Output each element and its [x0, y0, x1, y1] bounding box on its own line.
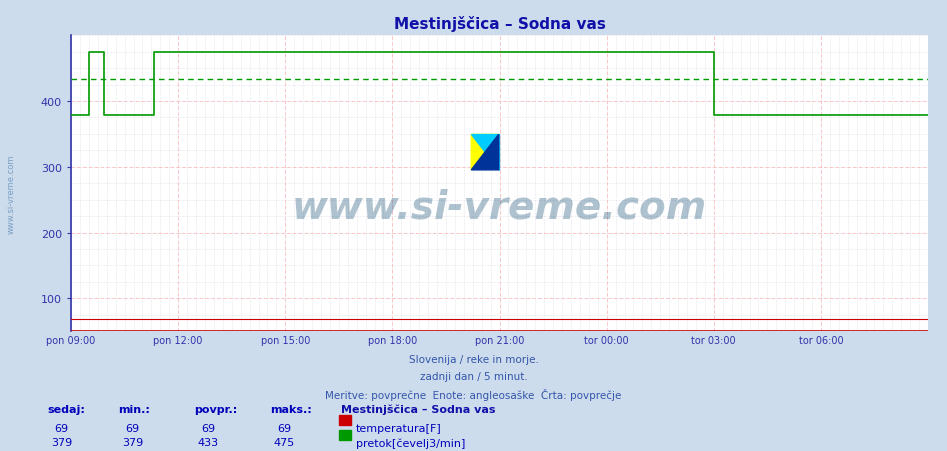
Text: Meritve: povprečne  Enote: angleosaške  Črta: povprečje: Meritve: povprečne Enote: angleosaške Čr… — [326, 388, 621, 400]
Text: Mestinjščica – Sodna vas: Mestinjščica – Sodna vas — [341, 404, 495, 414]
Text: zadnji dan / 5 minut.: zadnji dan / 5 minut. — [420, 371, 527, 381]
Text: maks.:: maks.: — [270, 404, 312, 414]
Text: 69: 69 — [126, 423, 139, 433]
Title: Mestinjščica – Sodna vas: Mestinjščica – Sodna vas — [394, 16, 605, 32]
Text: temperatura[F]: temperatura[F] — [356, 423, 442, 433]
Text: 379: 379 — [51, 437, 72, 447]
Text: 69: 69 — [55, 423, 68, 433]
Text: www.si-vreme.com: www.si-vreme.com — [292, 189, 707, 226]
Text: 379: 379 — [122, 437, 143, 447]
Text: 475: 475 — [274, 437, 295, 447]
Polygon shape — [472, 135, 499, 170]
Polygon shape — [472, 135, 499, 170]
Text: Slovenija / reke in morje.: Slovenija / reke in morje. — [408, 354, 539, 364]
Polygon shape — [472, 135, 499, 170]
Text: 69: 69 — [277, 423, 291, 433]
Text: min.:: min.: — [118, 404, 151, 414]
Text: 433: 433 — [198, 437, 219, 447]
Text: 69: 69 — [202, 423, 215, 433]
Text: povpr.:: povpr.: — [194, 404, 238, 414]
Text: www.si-vreme.com: www.si-vreme.com — [7, 154, 16, 234]
Text: sedaj:: sedaj: — [47, 404, 85, 414]
Text: pretok[čevelj3/min]: pretok[čevelj3/min] — [356, 437, 465, 448]
